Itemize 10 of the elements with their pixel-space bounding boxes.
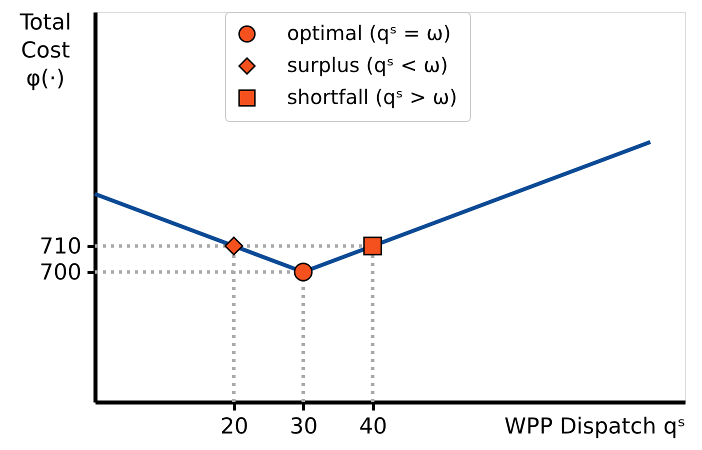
y-axis-title: Total Cost φ(·) bbox=[18, 10, 72, 92]
x-tick-label: 40 bbox=[359, 414, 388, 440]
x-tick-label: 30 bbox=[290, 414, 318, 440]
y-tick-label: 710 bbox=[40, 234, 82, 260]
legend-label: optimal (qˢ = ω) bbox=[287, 21, 451, 45]
x-tick-label: 20 bbox=[220, 414, 248, 440]
x-axis-title: WPP Dispatch qˢ bbox=[504, 414, 686, 440]
y-tick-label: 700 bbox=[40, 260, 82, 286]
legend-label: shortfall (qˢ > ω) bbox=[287, 85, 458, 109]
legend-label: surplus (qˢ < ω) bbox=[287, 53, 448, 77]
